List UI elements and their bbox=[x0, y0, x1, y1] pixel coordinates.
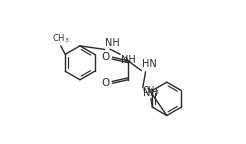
Text: NH: NH bbox=[105, 38, 120, 48]
Text: O: O bbox=[102, 52, 110, 62]
Text: CH$_3$: CH$_3$ bbox=[52, 32, 70, 45]
Text: HN: HN bbox=[142, 59, 157, 69]
Text: O: O bbox=[102, 78, 110, 88]
Text: NH: NH bbox=[121, 55, 136, 65]
Text: NH: NH bbox=[143, 88, 158, 98]
Text: CH$_3$: CH$_3$ bbox=[142, 85, 160, 97]
